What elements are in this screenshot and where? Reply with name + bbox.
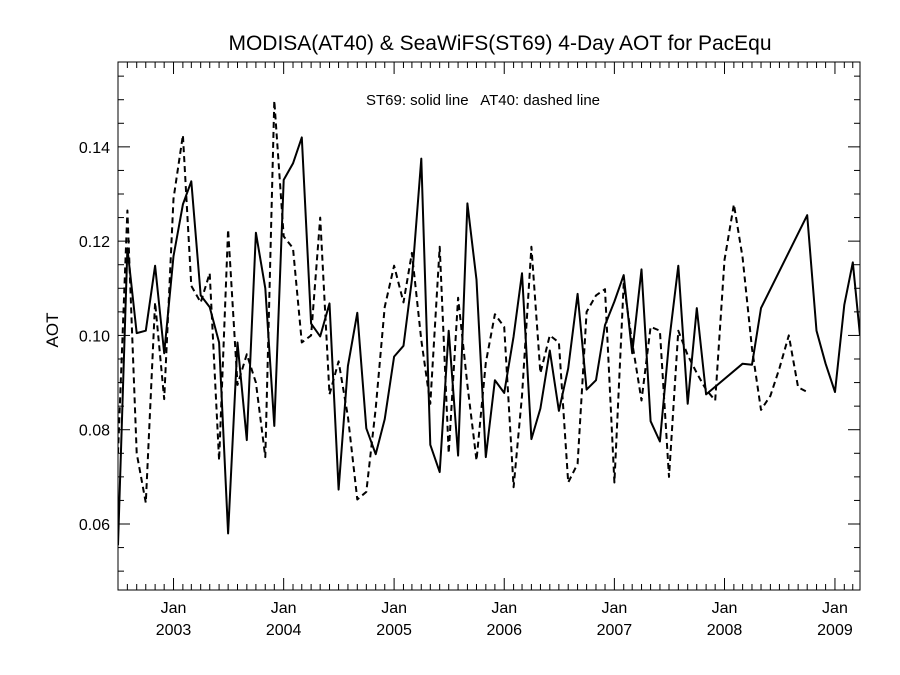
series-line-at40: [118, 99, 808, 504]
x-tick-label-year: 2006: [486, 622, 522, 639]
major-ticks: [118, 62, 860, 590]
y-tick-label: 0.08: [79, 423, 110, 440]
y-axis-label: AOT: [43, 313, 62, 348]
x-tick-label-month: Jan: [601, 600, 627, 617]
chart-title: MODISA(AT40) & SeaWiFS(ST69) 4-Day AOT f…: [228, 32, 771, 55]
series-line-st69: [118, 136, 860, 546]
x-tick-label-month: Jan: [712, 600, 738, 617]
x-tick-label-year: 2009: [817, 622, 853, 639]
x-tick-label-month: Jan: [381, 600, 407, 617]
x-tick-label-year: 2003: [156, 622, 192, 639]
x-tick-label-year: 2008: [707, 622, 743, 639]
x-tick-label-year: 2004: [266, 622, 302, 639]
x-tick-label-month: Jan: [491, 600, 517, 617]
y-tick-label: 0.10: [79, 328, 110, 345]
x-tick-label-year: 2005: [376, 622, 412, 639]
series-layer: [118, 99, 860, 546]
series-legend-note: ST69: solid line AT40: dashed line: [366, 92, 600, 109]
y-tick-label: 0.12: [79, 234, 110, 251]
tick-labels: Jan 2003 Jan 2004 Jan 2005 Jan 2006 Jan 2007 Jan 20…: [79, 140, 853, 639]
y-tick-label: 0.14: [79, 140, 110, 157]
x-tick-label-month: Jan: [161, 600, 187, 617]
x-tick-label-year: 2007: [597, 622, 633, 639]
y-tick-label: 0.06: [79, 517, 110, 534]
x-tick-label-month: Jan: [822, 600, 848, 617]
x-tick-label-month: Jan: [271, 600, 297, 617]
minor-ticks: [118, 62, 860, 590]
